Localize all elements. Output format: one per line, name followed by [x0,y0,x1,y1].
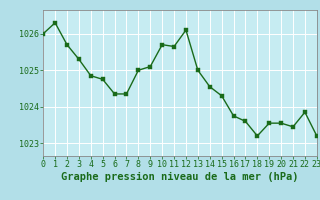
X-axis label: Graphe pression niveau de la mer (hPa): Graphe pression niveau de la mer (hPa) [61,172,299,182]
